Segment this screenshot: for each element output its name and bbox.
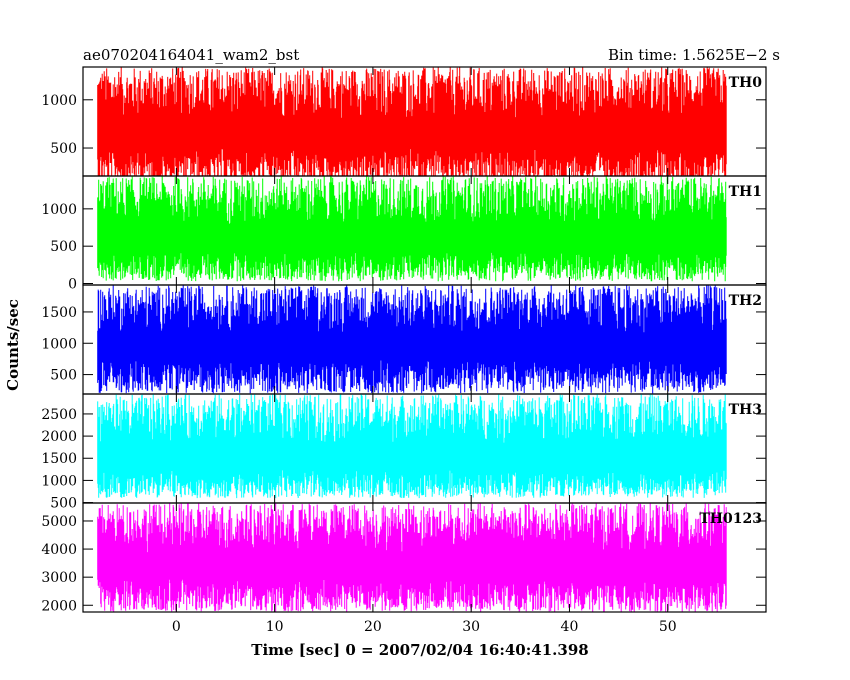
y-axis-label: Counts/sec — [4, 299, 22, 391]
chart-title: ae070204164041_wam2_bst — [83, 46, 299, 64]
y-tick-label: 1000 — [41, 93, 77, 109]
y-tick-label: 3000 — [41, 570, 77, 586]
panel-th0: 500 1000 TH0 — [41, 66, 767, 177]
panel-label: TH1 — [729, 184, 762, 200]
series-th3 — [97, 394, 727, 499]
x-tick-label: 10 — [266, 619, 284, 635]
panel-label: TH0 — [729, 75, 763, 91]
y-tick-label: 1500 — [41, 305, 77, 321]
panel-frame — [82, 502, 767, 613]
y-tick-label: 500 — [50, 141, 77, 157]
panel-th2: 500 1000 1500 TH2 — [41, 284, 767, 395]
series-th0 — [97, 67, 727, 176]
y-tick-label: 2000 — [41, 598, 77, 614]
y-tick-label: 1000 — [41, 336, 77, 352]
x-axis-label: Time [sec] 0 = 2007/02/04 16:40:41.398 — [251, 641, 588, 659]
x-tick-label: 0 — [172, 619, 181, 635]
y-tick-label: 1000 — [41, 473, 77, 489]
panel-th0123: 2000 3000 4000 5000 TH0123 — [41, 502, 767, 614]
panel-label: TH0123 — [699, 511, 762, 527]
y-tick-label: 1000 — [41, 202, 77, 218]
panel-th1: 0 500 1000 TH1 — [41, 175, 767, 293]
panel-label: TH3 — [729, 402, 762, 418]
y-tick-label: 4000 — [41, 542, 77, 558]
x-tick-label: 40 — [561, 619, 579, 635]
y-tick-label: 0 — [68, 277, 77, 293]
y-tick-label: 1500 — [41, 451, 77, 467]
panel-label: TH2 — [729, 293, 762, 309]
panel-th3: 500 1000 1500 2000 2500 TH3 — [41, 393, 767, 512]
y-tick-label: 500 — [50, 239, 77, 255]
y-tick-label: 2000 — [41, 429, 77, 445]
y-tick-label: 500 — [50, 496, 77, 512]
series-th0123 — [97, 503, 727, 612]
x-tick-label: 50 — [659, 619, 677, 635]
series-th1 — [97, 176, 727, 282]
y-tick-label: 5000 — [41, 514, 77, 530]
chart-subtitle: Bin time: 1.5625E−2 s — [608, 46, 780, 64]
series-th2 — [97, 285, 727, 394]
y-tick-label: 500 — [50, 368, 77, 384]
x-tick-label: 30 — [462, 619, 480, 635]
y-tick-label: 2500 — [41, 407, 77, 423]
x-tick-label: 20 — [364, 619, 382, 635]
